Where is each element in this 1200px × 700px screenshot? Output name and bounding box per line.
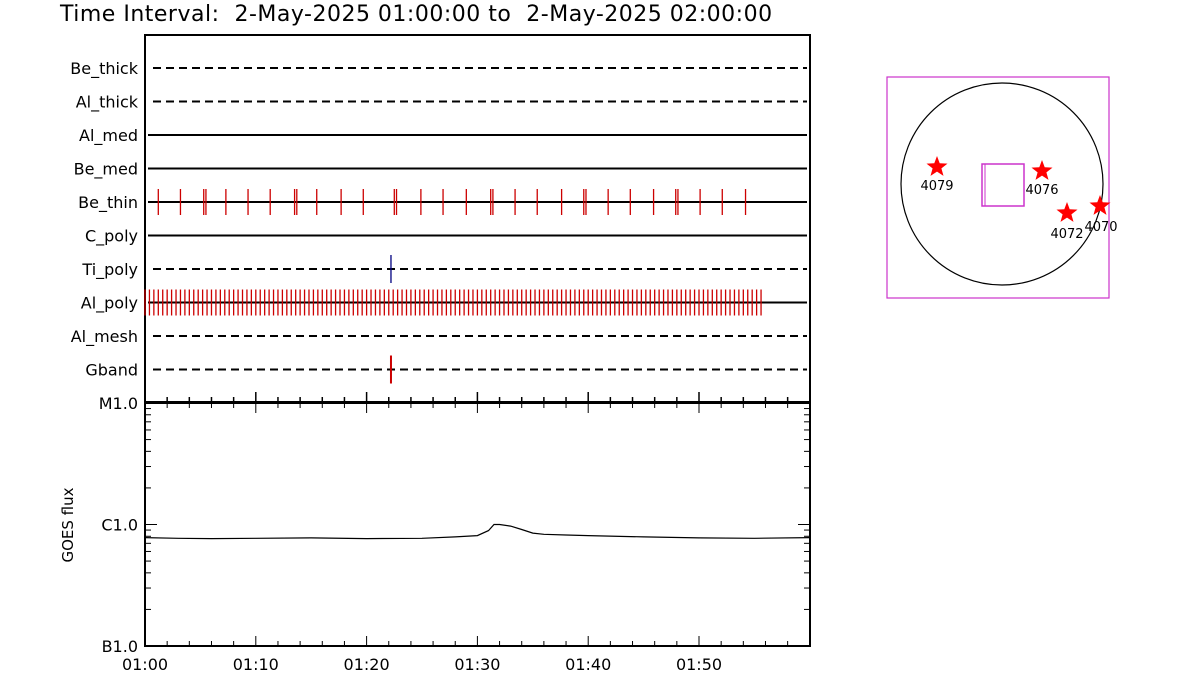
x-tick-label: 01:50: [676, 655, 722, 674]
channel-label-al-med: Al_med: [79, 126, 138, 146]
goes-y-axis-label: GOES flux: [59, 487, 77, 562]
active-region-label: 4072: [1050, 227, 1083, 242]
channel-label-al-thick: Al_thick: [76, 93, 139, 113]
x-tick-label: 01:00: [122, 655, 168, 674]
goes-flux-line: [144, 523, 810, 540]
channel-label-al-poly: Al_poly: [81, 294, 138, 314]
solar-disk: [900, 82, 1104, 286]
y-tick-label: C1.0: [101, 516, 138, 535]
instrument-fov-box-inner: [984, 163, 1025, 207]
channel-label-be-med: Be_med: [74, 160, 138, 180]
channel-label-be-thin: Be_thin: [78, 193, 138, 213]
x-tick-label: 01:20: [344, 655, 390, 674]
time-interval-title: Time Interval: 2-May-2025 01:00:00 to 2-…: [60, 2, 773, 27]
x-tick-label: 01:40: [565, 655, 611, 674]
goes-frame: [144, 402, 811, 647]
y-tick-label: M1.0: [99, 394, 138, 413]
timeline-frame: [144, 34, 811, 403]
active-region-label: 4076: [1025, 183, 1058, 198]
channel-label-gband: Gband: [85, 361, 138, 380]
channel-label-c-poly: C_poly: [85, 227, 138, 247]
active-region-star: [1031, 160, 1053, 180]
active-region-label: 4070: [1084, 220, 1117, 235]
active-region-star: [1089, 195, 1111, 215]
instrument-fov-box: [981, 163, 1025, 207]
x-tick-label: 01:10: [233, 655, 279, 674]
active-region-star: [1056, 202, 1078, 222]
x-tick-label: 01:30: [454, 655, 500, 674]
fov-frame: [886, 76, 1110, 299]
active-region-label: 4079: [920, 179, 953, 194]
channel-label-be-thick: Be_thick: [70, 59, 138, 79]
y-tick-label: B1.0: [102, 637, 138, 656]
channel-label-al-mesh: Al_mesh: [71, 327, 138, 347]
active-region-star: [926, 156, 948, 176]
channel-label-ti-poly: Ti_poly: [81, 260, 138, 280]
